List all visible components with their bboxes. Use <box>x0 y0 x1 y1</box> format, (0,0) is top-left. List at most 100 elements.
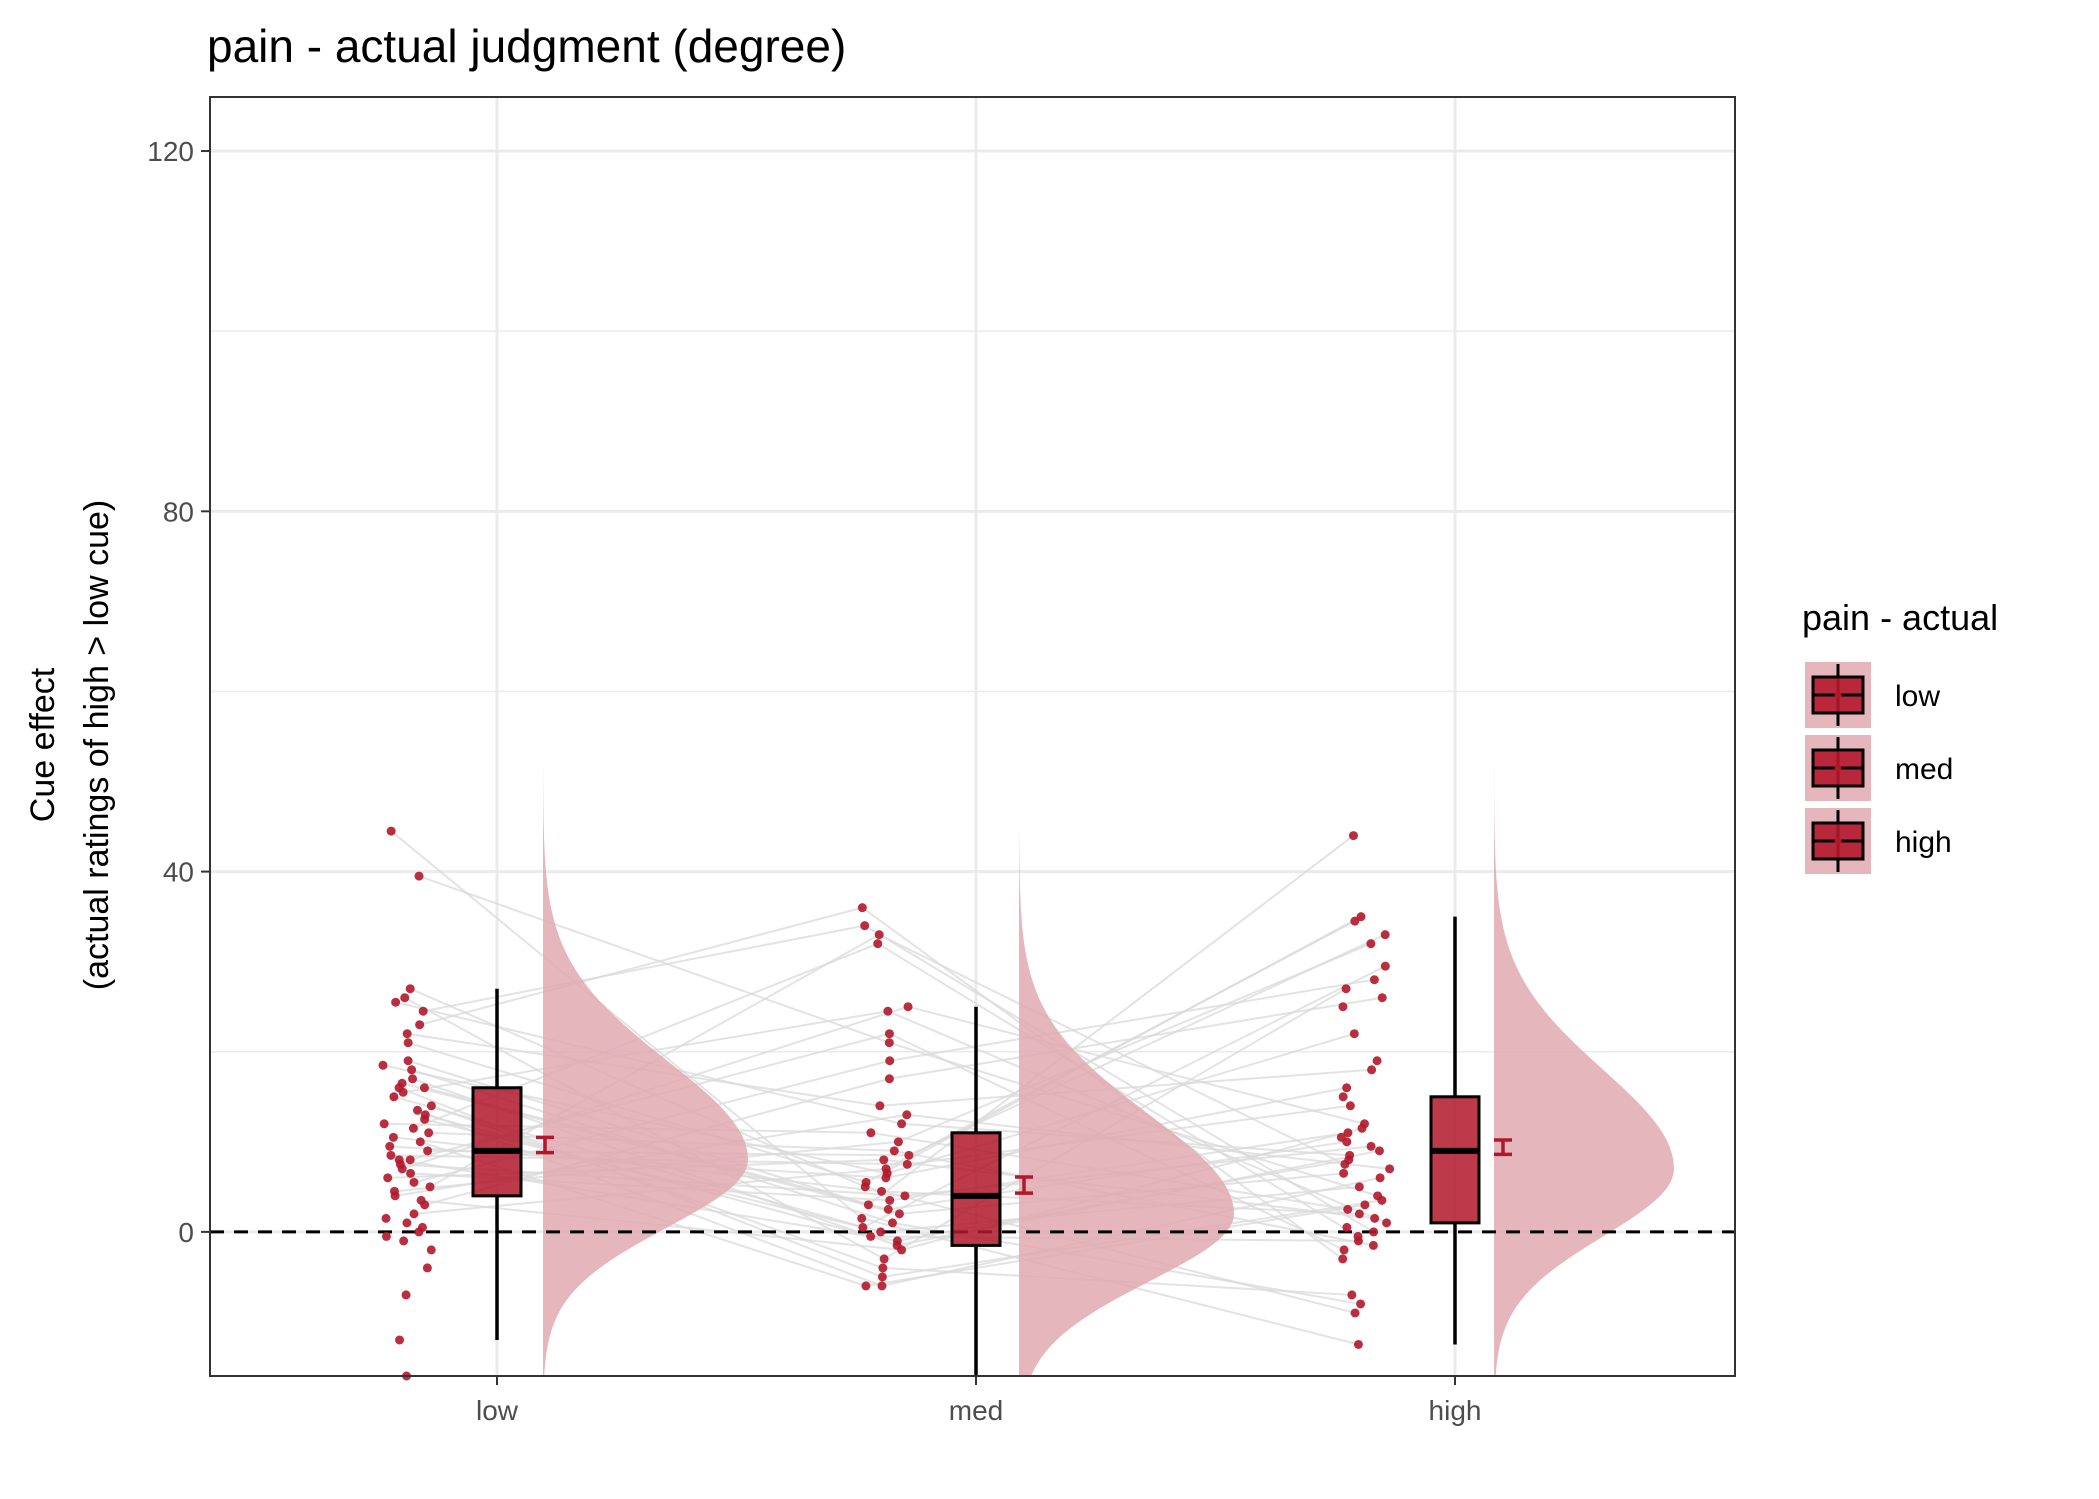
point-high <box>1354 1209 1364 1219</box>
point-low <box>407 1065 417 1075</box>
plot-area <box>209 96 1736 1381</box>
legend-item-low: low <box>1805 662 1940 728</box>
legend-label-med: med <box>1895 753 1953 786</box>
point-high <box>1369 1227 1379 1237</box>
box-high <box>1429 1095 1481 1225</box>
point-high <box>1367 1065 1377 1075</box>
point-high <box>1342 1137 1352 1147</box>
paired-line <box>419 906 863 1026</box>
point-med <box>877 1281 887 1291</box>
point-low <box>389 1092 399 1102</box>
point-low <box>381 1213 391 1223</box>
paired-line <box>877 942 1359 1238</box>
y-axis: 0 40 80 120 <box>147 136 210 1248</box>
density-low <box>543 745 748 1376</box>
point-med <box>885 1056 895 1066</box>
x-tick-label-high: high <box>1429 1395 1482 1426</box>
point-high <box>1375 1173 1385 1183</box>
point-low <box>406 1168 416 1178</box>
point-med <box>885 1195 895 1205</box>
point-low <box>402 1029 412 1039</box>
legend-key-point <box>1834 691 1842 699</box>
point-high <box>1353 1236 1363 1246</box>
point-low <box>409 1209 419 1219</box>
point-low <box>420 1200 430 1210</box>
point-med <box>879 1254 889 1264</box>
paired-line <box>907 1005 1365 1125</box>
point-high <box>1380 930 1390 940</box>
point-med <box>889 1146 899 1156</box>
point-high <box>1347 1290 1357 1300</box>
x-axis: low med high <box>476 1376 1481 1426</box>
point-med <box>883 1204 893 1214</box>
point-high <box>1338 1002 1348 1012</box>
point-high <box>1380 961 1390 971</box>
point-low <box>403 1056 413 1066</box>
point-med <box>900 1191 910 1201</box>
point-high <box>1357 1123 1367 1133</box>
point-med <box>876 1227 886 1237</box>
point-med <box>884 1038 894 1048</box>
point-high <box>1366 1141 1376 1151</box>
point-low <box>426 1245 436 1255</box>
point-high <box>1374 1146 1384 1156</box>
point-med <box>861 1281 871 1291</box>
point-high <box>1368 1240 1378 1250</box>
legend-item-med: med <box>1805 735 1953 801</box>
point-med <box>877 1186 887 1196</box>
point-low <box>426 1101 436 1111</box>
point-low <box>400 993 410 1003</box>
box-low <box>471 1086 523 1198</box>
chart-title: pain - actual judgment (degree) <box>207 20 846 72</box>
point-low <box>378 1060 388 1070</box>
point-high <box>1349 1029 1359 1039</box>
point-med <box>894 1209 904 1219</box>
point-high <box>1348 831 1358 841</box>
point-med <box>858 1222 868 1232</box>
point-high <box>1356 1299 1366 1309</box>
point-low <box>379 1119 389 1129</box>
point-low <box>395 1335 405 1345</box>
point-high <box>1382 1218 1392 1228</box>
legend-label-high: high <box>1895 826 1952 859</box>
paired-line <box>418 875 890 1044</box>
point-high <box>1356 912 1366 922</box>
point-med <box>860 1182 870 1192</box>
point-high <box>1338 1092 1348 1102</box>
point-med <box>879 1155 889 1165</box>
point-low <box>386 826 396 836</box>
point-high <box>1353 1339 1363 1349</box>
point-med <box>875 1101 885 1111</box>
density-med <box>1019 817 1234 1376</box>
point-med <box>874 930 884 940</box>
point-med <box>902 1159 912 1169</box>
point-low <box>424 1128 434 1138</box>
point-low <box>418 1006 428 1016</box>
point-high <box>1343 1128 1353 1138</box>
y-axis-title-line1: Cue effect <box>24 667 62 822</box>
point-med <box>863 1200 873 1210</box>
point-high <box>1339 1168 1349 1178</box>
point-high <box>1343 1204 1353 1214</box>
point-high <box>1339 1245 1349 1255</box>
point-high <box>1350 1308 1360 1318</box>
point-med <box>857 903 867 913</box>
paired-line <box>889 978 1375 1062</box>
point-low <box>397 1164 407 1174</box>
y-tick-label: 80 <box>163 496 194 527</box>
point-high <box>1366 939 1376 949</box>
point-high <box>1342 1222 1352 1232</box>
point-med <box>903 1002 913 1012</box>
point-low <box>388 1132 398 1142</box>
point-low <box>414 871 424 881</box>
point-low <box>386 1150 396 1160</box>
point-low <box>381 1231 391 1241</box>
point-low <box>391 997 401 1007</box>
point-low <box>409 1177 419 1187</box>
legend: pain - actual low med high <box>1802 597 1998 874</box>
legend-item-high: high <box>1805 808 1952 874</box>
data-points <box>378 826 1395 1381</box>
box-med <box>950 1131 1002 1247</box>
point-low <box>399 1236 409 1246</box>
point-med <box>884 1029 894 1039</box>
